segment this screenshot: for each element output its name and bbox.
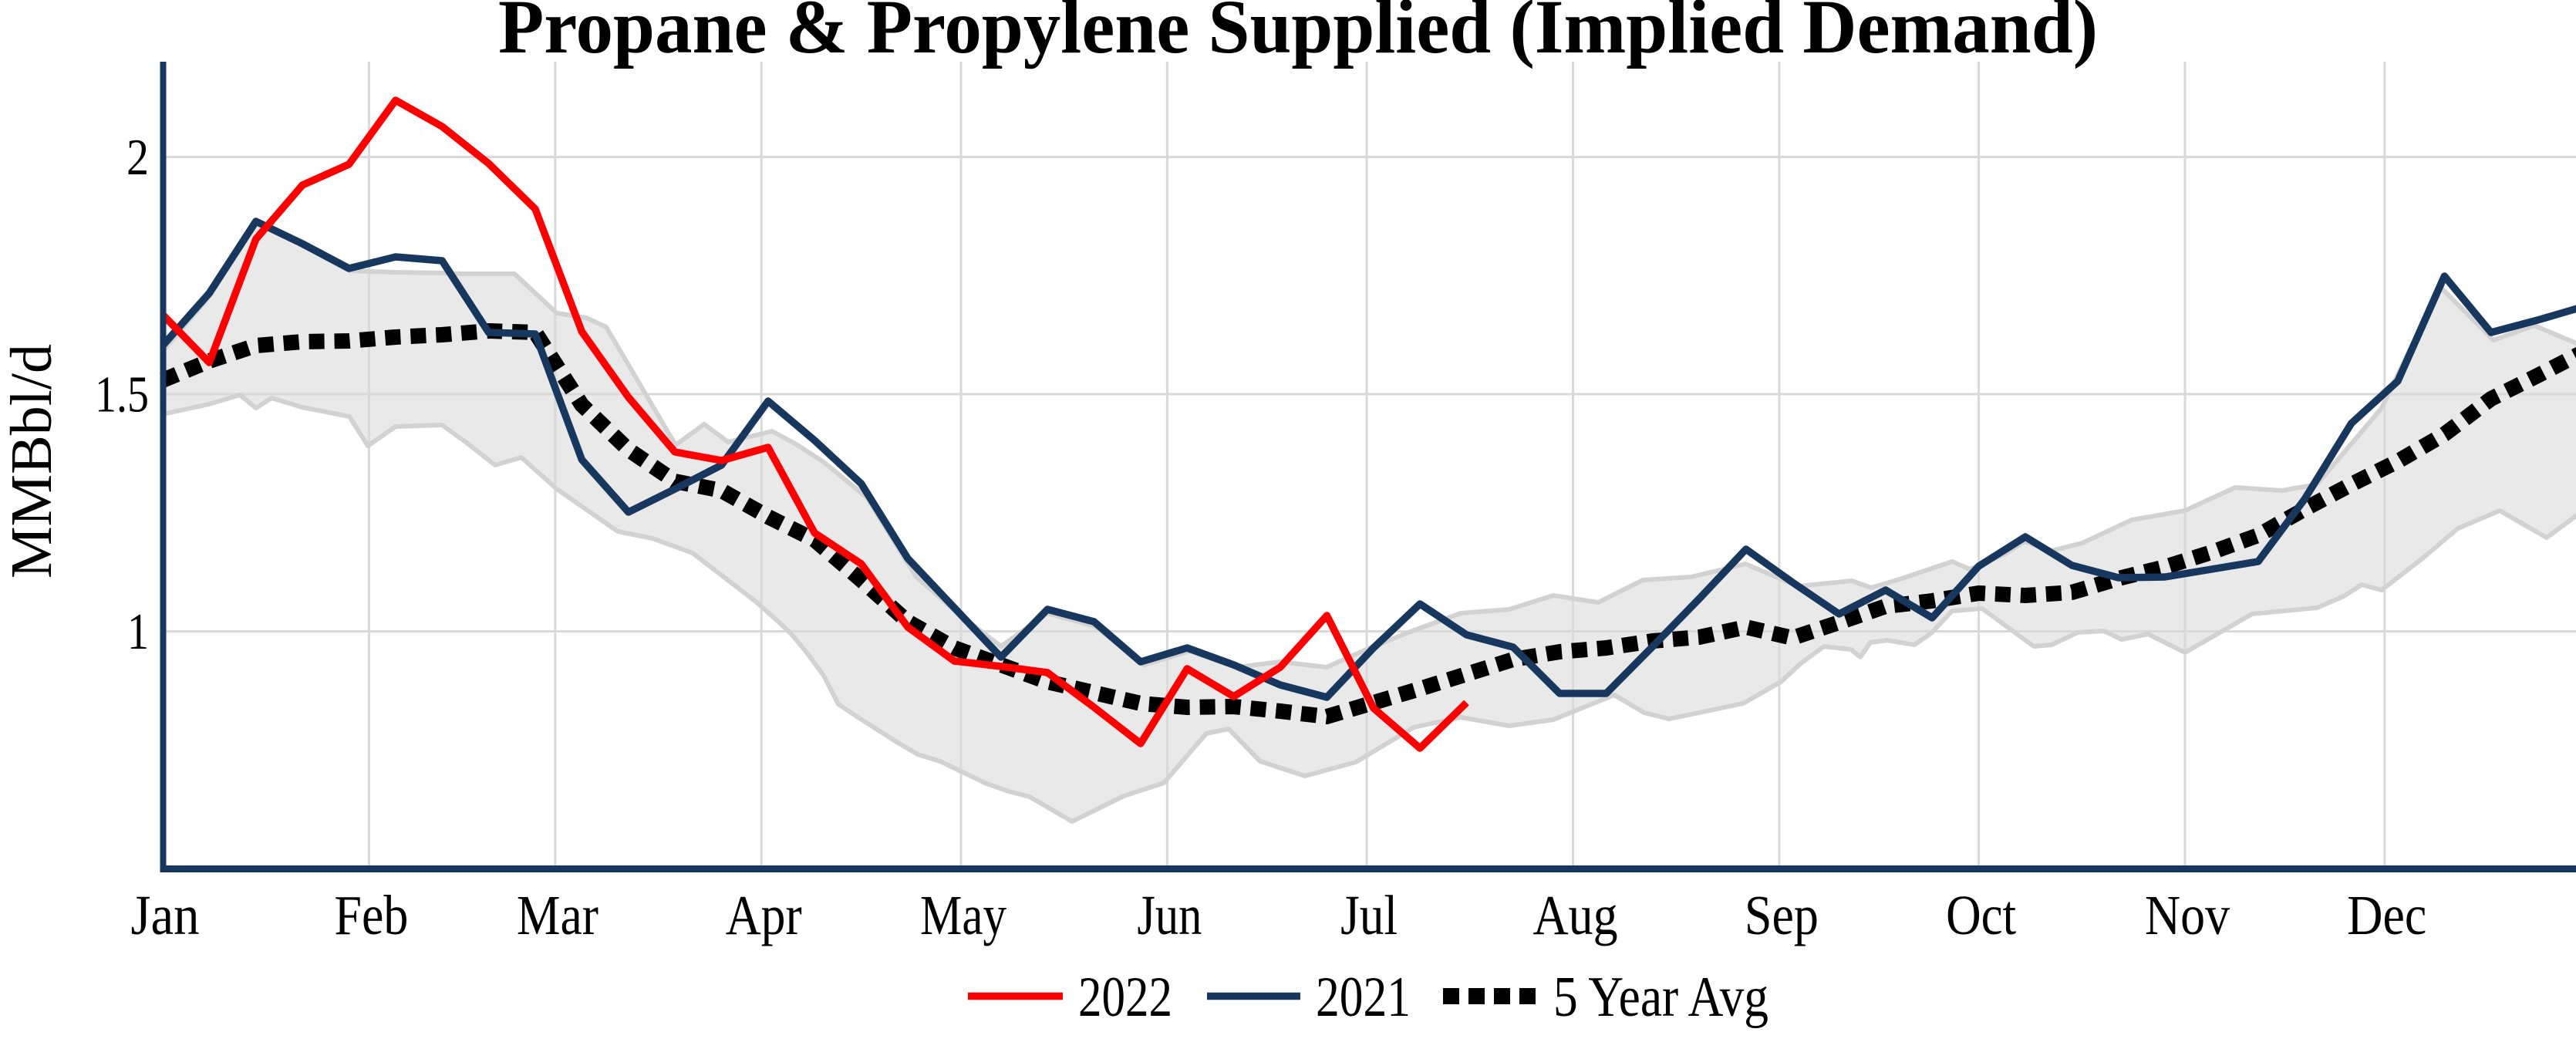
svg-text:Jul: Jul <box>1340 884 1398 946</box>
svg-text:Sep: Sep <box>1745 884 1819 946</box>
svg-text:MMBbl/d: MMBbl/d <box>0 344 64 578</box>
svg-text:Aug: Aug <box>1533 884 1618 946</box>
svg-text:Jun: Jun <box>1137 884 1202 946</box>
svg-text:Nov: Nov <box>2145 884 2230 946</box>
svg-text:5 Year Avg: 5 Year Avg <box>1553 966 1768 1029</box>
svg-text:2: 2 <box>126 129 149 186</box>
svg-text:Apr: Apr <box>726 884 802 946</box>
svg-text:May: May <box>920 884 1006 946</box>
svg-text:2022: 2022 <box>1078 966 1172 1029</box>
svg-text:Propane & Propylene Supplied (: Propane & Propylene Supplied (Implied De… <box>498 0 2098 69</box>
svg-text:Oct: Oct <box>1946 884 2016 946</box>
svg-text:Dec: Dec <box>2347 884 2426 946</box>
svg-text:2021: 2021 <box>1316 966 1411 1029</box>
svg-text:Mar: Mar <box>517 884 598 946</box>
svg-text:1.5: 1.5 <box>95 366 149 423</box>
svg-text:Jan: Jan <box>131 884 200 946</box>
svg-text:1: 1 <box>127 603 149 660</box>
svg-text:Feb: Feb <box>334 884 408 946</box>
